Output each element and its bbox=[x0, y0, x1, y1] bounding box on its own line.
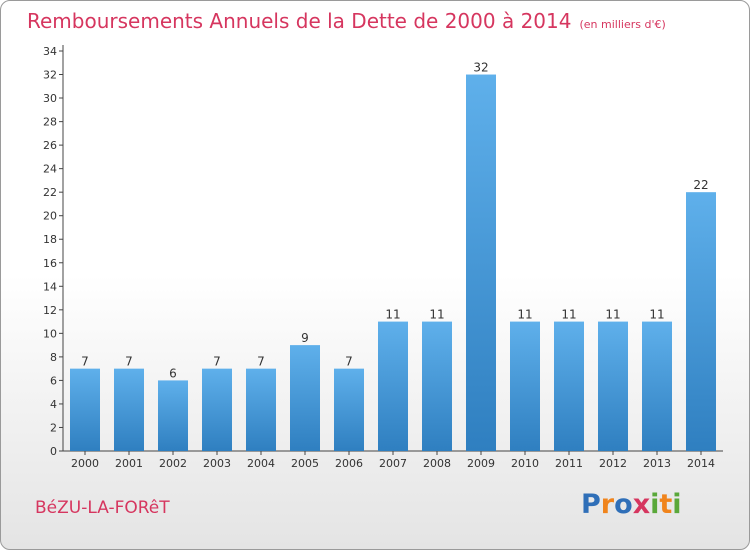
bar bbox=[246, 368, 276, 451]
bar bbox=[642, 321, 672, 451]
bar-value-label: 6 bbox=[169, 366, 177, 380]
logo-letter: i bbox=[672, 489, 682, 520]
x-tick-label: 2013 bbox=[643, 457, 671, 470]
proxiti-logo: Proxiti bbox=[581, 489, 682, 520]
x-tick-label: 2002 bbox=[159, 457, 187, 470]
x-tick-label: 2012 bbox=[599, 457, 627, 470]
x-tick-label: 2009 bbox=[467, 457, 495, 470]
y-tick-label: 20 bbox=[43, 210, 57, 223]
logo-letter: i bbox=[650, 489, 660, 520]
y-tick-label: 4 bbox=[50, 398, 57, 411]
y-tick-label: 26 bbox=[43, 139, 57, 152]
logo-letter: r bbox=[600, 489, 615, 520]
bar-value-label: 32 bbox=[473, 61, 488, 75]
bar-value-label: 11 bbox=[649, 308, 664, 322]
chart-subtitle: (en milliers d'€) bbox=[579, 18, 666, 31]
bar bbox=[202, 368, 232, 451]
bar bbox=[334, 368, 364, 451]
bar-value-label: 11 bbox=[517, 308, 532, 322]
bar bbox=[114, 368, 144, 451]
x-tick-label: 2010 bbox=[511, 457, 539, 470]
x-tick-label: 2003 bbox=[203, 457, 231, 470]
y-tick-label: 10 bbox=[43, 327, 57, 340]
y-tick-label: 0 bbox=[50, 445, 57, 458]
bar-value-label: 7 bbox=[257, 355, 265, 369]
y-tick-label: 2 bbox=[50, 421, 57, 434]
bar bbox=[158, 380, 188, 451]
bar-value-label: 7 bbox=[345, 355, 353, 369]
logo-letter: P bbox=[581, 489, 601, 520]
x-tick-label: 2006 bbox=[335, 457, 363, 470]
bar bbox=[378, 321, 408, 451]
bar-value-label: 11 bbox=[561, 308, 576, 322]
bar bbox=[290, 345, 320, 451]
x-tick-label: 2007 bbox=[379, 457, 407, 470]
y-tick-label: 22 bbox=[43, 186, 57, 199]
bar-value-label: 7 bbox=[81, 355, 89, 369]
bar bbox=[510, 321, 540, 451]
y-tick-label: 34 bbox=[43, 45, 57, 58]
chart-title: Remboursements Annuels de la Dette de 20… bbox=[27, 9, 666, 33]
x-tick-label: 2014 bbox=[687, 457, 715, 470]
bar bbox=[598, 321, 628, 451]
bar bbox=[70, 368, 100, 451]
bar-value-label: 11 bbox=[429, 308, 444, 322]
bar-value-label: 11 bbox=[385, 308, 400, 322]
y-tick-label: 16 bbox=[43, 257, 57, 270]
logo-letter: t bbox=[659, 489, 673, 520]
bar-value-label: 22 bbox=[693, 178, 708, 192]
bar bbox=[466, 74, 496, 451]
y-tick-label: 6 bbox=[50, 374, 57, 387]
y-tick-label: 24 bbox=[43, 163, 57, 176]
x-tick-label: 2004 bbox=[247, 457, 275, 470]
bar-value-label: 7 bbox=[213, 355, 221, 369]
bar bbox=[686, 192, 716, 452]
bar bbox=[554, 321, 584, 451]
x-tick-label: 2011 bbox=[555, 457, 583, 470]
town-name: BéZU-LA-FORêT bbox=[35, 498, 170, 518]
logo-letter: o bbox=[614, 489, 633, 520]
y-tick-label: 14 bbox=[43, 280, 57, 293]
x-tick-label: 2000 bbox=[71, 457, 99, 470]
bar bbox=[422, 321, 452, 451]
y-tick-label: 8 bbox=[50, 351, 57, 364]
x-tick-label: 2008 bbox=[423, 457, 451, 470]
logo-letter: x bbox=[632, 489, 651, 520]
y-tick-label: 30 bbox=[43, 92, 57, 105]
title-text: Remboursements Annuels de la Dette de 20… bbox=[27, 9, 572, 33]
y-tick-label: 12 bbox=[43, 304, 57, 317]
bar-value-label: 9 bbox=[301, 331, 309, 345]
y-tick-label: 32 bbox=[43, 69, 57, 82]
bar-value-label: 7 bbox=[125, 355, 133, 369]
bar-value-label: 11 bbox=[605, 308, 620, 322]
x-tick-label: 2005 bbox=[291, 457, 319, 470]
y-tick-label: 18 bbox=[43, 233, 57, 246]
x-tick-label: 2001 bbox=[115, 457, 143, 470]
y-tick-label: 28 bbox=[43, 116, 57, 129]
